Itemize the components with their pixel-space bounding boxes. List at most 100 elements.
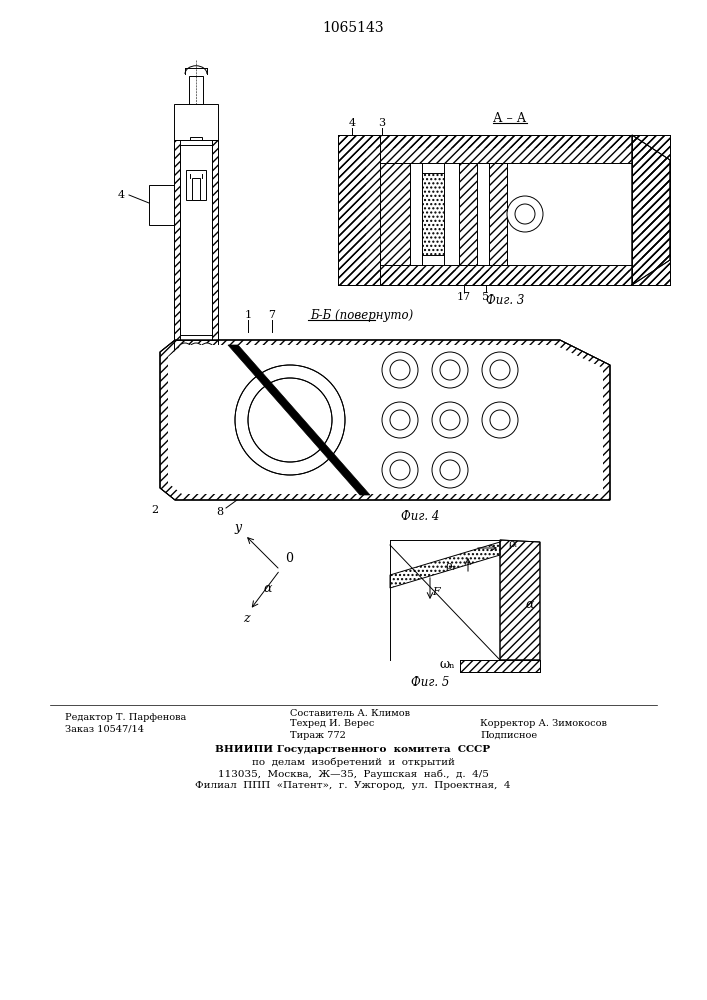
Circle shape — [390, 410, 410, 430]
Text: ρᵢ: ρᵢ — [508, 539, 517, 549]
Text: 113035,  Москва,  Ж—35,  Раушская  наб.,  д.  4/5: 113035, Москва, Ж—35, Раушская наб., д. … — [218, 769, 489, 779]
Text: 17: 17 — [457, 292, 471, 302]
Circle shape — [178, 343, 192, 357]
Text: y: y — [235, 522, 242, 534]
Text: Филиал  ППП  «Патент»,  г.  Ужгород,  ул.  Проектная,  4: Филиал ППП «Патент», г. Ужгород, ул. Про… — [195, 782, 510, 790]
Text: 0: 0 — [285, 552, 293, 565]
Circle shape — [382, 402, 418, 438]
Text: 8: 8 — [216, 507, 223, 517]
Text: 4: 4 — [117, 190, 124, 200]
Circle shape — [189, 378, 203, 392]
Bar — [460, 660, 540, 672]
Bar — [174, 340, 218, 390]
Circle shape — [440, 360, 460, 380]
Circle shape — [440, 410, 460, 430]
Circle shape — [203, 346, 211, 354]
Text: Тираж 772: Тираж 772 — [290, 730, 346, 740]
Text: Фиг. 2: Фиг. 2 — [177, 397, 215, 410]
Text: 4: 4 — [349, 118, 356, 128]
Circle shape — [181, 381, 189, 389]
Bar — [338, 135, 380, 285]
Text: ωₙ: ωₙ — [439, 658, 455, 672]
Bar — [489, 163, 507, 265]
Bar — [460, 660, 540, 672]
Circle shape — [192, 381, 200, 389]
Text: 7: 7 — [269, 310, 276, 320]
Text: Составитель А. Климов: Составитель А. Климов — [290, 708, 410, 718]
Circle shape — [390, 460, 410, 480]
Bar — [192, 178, 200, 200]
Bar — [489, 163, 507, 265]
Bar — [632, 135, 670, 285]
Bar — [380, 265, 632, 285]
Bar — [174, 140, 180, 340]
Bar — [459, 163, 477, 265]
Circle shape — [248, 378, 332, 462]
Circle shape — [432, 402, 468, 438]
Circle shape — [507, 196, 543, 232]
Bar — [180, 145, 212, 335]
Bar — [380, 163, 410, 265]
Bar — [338, 135, 670, 285]
Circle shape — [515, 204, 535, 224]
Text: Фиг. 3: Фиг. 3 — [486, 294, 524, 306]
Text: Фиг. 4: Фиг. 4 — [401, 510, 439, 522]
Polygon shape — [168, 345, 603, 494]
Bar — [380, 265, 632, 285]
Bar — [174, 104, 218, 140]
Bar — [380, 163, 410, 265]
Bar — [338, 135, 380, 285]
Text: 2: 2 — [151, 505, 158, 515]
Text: по  делам  изобретений  и  открытий: по делам изобретений и открытий — [252, 757, 455, 767]
Bar — [212, 140, 218, 340]
Text: Корректор А. Зимокосов: Корректор А. Зимокосов — [480, 720, 607, 728]
Text: Подписное: Подписное — [480, 730, 537, 740]
Bar — [422, 173, 444, 255]
Circle shape — [203, 381, 211, 389]
Circle shape — [390, 360, 410, 380]
Bar — [380, 163, 632, 265]
Text: Заказ 10547/14: Заказ 10547/14 — [65, 724, 144, 734]
Circle shape — [482, 402, 518, 438]
Text: Фиг. 5: Фиг. 5 — [411, 676, 449, 688]
Circle shape — [178, 361, 192, 375]
Bar — [338, 135, 670, 285]
Bar — [477, 163, 489, 265]
Bar — [366, 148, 642, 270]
Circle shape — [490, 360, 510, 380]
Circle shape — [189, 361, 203, 375]
Circle shape — [203, 364, 211, 372]
Circle shape — [178, 378, 192, 392]
Text: Б-Б (повернуто): Б-Б (повернуто) — [310, 308, 414, 322]
Text: ρᵧ: ρᵧ — [445, 561, 456, 571]
Text: 1065143: 1065143 — [322, 21, 384, 35]
Polygon shape — [160, 340, 610, 500]
Bar — [410, 163, 422, 265]
Text: 1: 1 — [245, 310, 252, 320]
Circle shape — [382, 452, 418, 488]
Bar — [190, 137, 202, 155]
Circle shape — [235, 365, 345, 475]
Circle shape — [200, 361, 214, 375]
Bar — [632, 135, 670, 285]
Circle shape — [189, 343, 203, 357]
Text: 3: 3 — [378, 118, 385, 128]
Circle shape — [440, 460, 460, 480]
Text: Техред И. Верес: Техред И. Верес — [290, 720, 375, 728]
Bar — [380, 135, 632, 163]
Text: α: α — [264, 582, 272, 594]
Circle shape — [432, 452, 468, 488]
Bar — [380, 135, 632, 163]
Circle shape — [181, 346, 189, 354]
Circle shape — [490, 410, 510, 430]
Bar — [459, 163, 477, 265]
Circle shape — [432, 352, 468, 388]
Circle shape — [200, 378, 214, 392]
Bar — [149, 185, 174, 225]
Polygon shape — [228, 345, 370, 495]
Circle shape — [382, 352, 418, 388]
Text: α: α — [526, 598, 534, 611]
Text: 5: 5 — [482, 292, 489, 302]
Bar — [174, 140, 218, 340]
Bar — [444, 163, 459, 265]
